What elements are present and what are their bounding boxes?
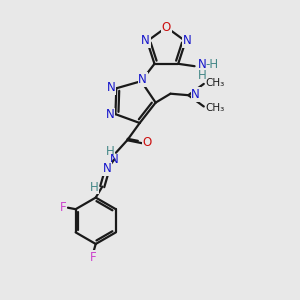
Text: CH₃: CH₃ — [205, 78, 224, 88]
Text: N: N — [110, 153, 119, 166]
Text: N: N — [138, 73, 147, 86]
Text: N: N — [106, 108, 114, 121]
Text: N: N — [183, 34, 191, 47]
Text: H: H — [106, 145, 115, 158]
Text: F: F — [60, 201, 66, 214]
Text: O: O — [162, 21, 171, 34]
Text: N: N — [141, 34, 150, 47]
Text: H: H — [90, 181, 98, 194]
Text: CH₃: CH₃ — [205, 103, 224, 113]
Text: O: O — [143, 136, 152, 149]
Text: N: N — [191, 88, 200, 101]
Text: -H: -H — [206, 58, 219, 71]
Text: N: N — [103, 162, 111, 175]
Text: N: N — [106, 81, 115, 94]
Text: F: F — [90, 251, 97, 264]
Text: N: N — [198, 58, 207, 71]
Text: H: H — [198, 69, 207, 82]
